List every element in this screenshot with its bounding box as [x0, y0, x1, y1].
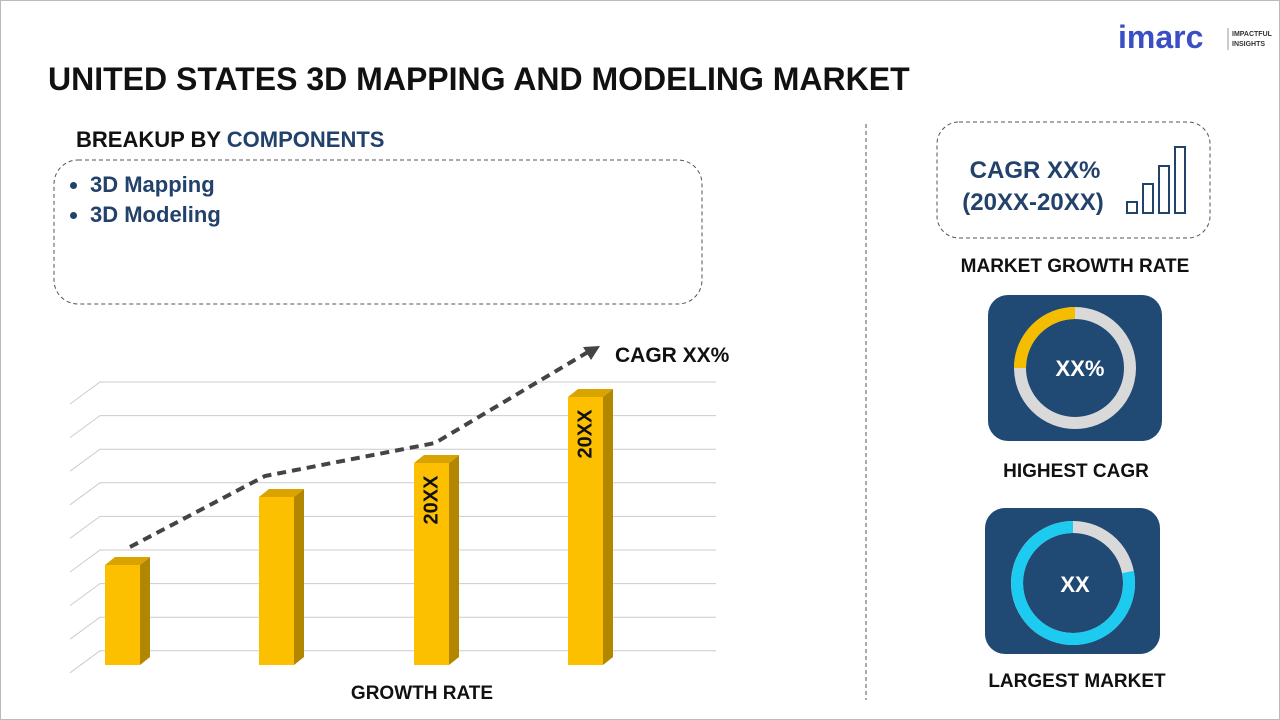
- bar-side: [603, 389, 613, 665]
- highest-cagr-value: XX%: [1056, 356, 1105, 381]
- grid-line: [69, 415, 716, 439]
- bar-top: [568, 389, 613, 397]
- bar-label: 20XX: [420, 475, 442, 525]
- logo: imarc: [1118, 19, 1203, 55]
- breakup-label: BREAKUP BY: [76, 127, 221, 152]
- breakup-heading: BREAKUP BY COMPONENTS: [76, 127, 384, 152]
- grid-line: [69, 650, 716, 674]
- grid-line: [69, 448, 716, 472]
- bar-label: 20XX: [574, 409, 596, 459]
- cagr-label: CAGR XX%: [615, 344, 730, 367]
- trend-line: [129, 350, 590, 549]
- bar-top: [259, 489, 304, 497]
- bar-top: [105, 557, 150, 565]
- cagr-box-line: CAGR XX%: [970, 157, 1101, 184]
- breakup-item: 3D Mapping: [90, 170, 680, 200]
- cagr-box-line: (20XX-20XX): [962, 189, 1103, 216]
- largest-market-label: LARGEST MARKET: [988, 671, 1166, 692]
- grid-line: [69, 482, 716, 506]
- breakup-list: 3D Mapping 3D Modeling: [60, 170, 680, 230]
- breakup-segment: COMPONENTS: [227, 127, 385, 152]
- bar-top: [414, 455, 459, 463]
- bar-front: [259, 497, 294, 665]
- bar-front: [414, 463, 449, 665]
- breakup-item: 3D Modeling: [90, 200, 680, 230]
- trend-arrowhead: [583, 346, 600, 360]
- grid-line: [69, 515, 716, 539]
- highest-cagr-label: HIGHEST CAGR: [1003, 461, 1149, 482]
- title: UNITED STATES 3D MAPPING AND MODELING MA…: [48, 61, 910, 97]
- largest-market-value: XX: [1060, 572, 1090, 597]
- grid-line: [69, 381, 716, 405]
- growth-icon: [1126, 146, 1186, 214]
- logo-tagline: IMPACTFUL: [1232, 31, 1273, 38]
- x-label: GROWTH RATE: [351, 683, 493, 704]
- grid-line: [69, 583, 716, 607]
- market-growth-rate: MARKET GROWTH RATE: [961, 256, 1190, 277]
- bar-side: [140, 557, 150, 665]
- bar-side: [449, 455, 459, 665]
- donut-arc: [1014, 307, 1076, 369]
- logo-tagline: INSIGHTS: [1232, 41, 1265, 48]
- cagr-box: [936, 121, 1211, 239]
- grid-line: [69, 549, 716, 573]
- bar-front: [568, 397, 603, 665]
- grid-line: [69, 616, 716, 640]
- bars: [105, 389, 613, 665]
- breakup-box: [53, 159, 703, 305]
- bar-front: [105, 565, 140, 665]
- breakup-list-wrap: 3D Mapping 3D Modeling: [60, 170, 680, 250]
- bar-side: [294, 489, 304, 665]
- donut-arc: [1011, 521, 1136, 645]
- chart-grid: [69, 381, 716, 674]
